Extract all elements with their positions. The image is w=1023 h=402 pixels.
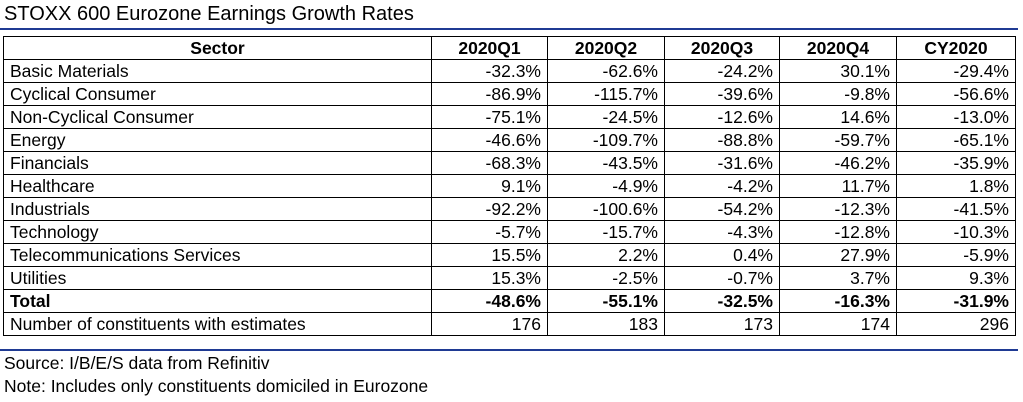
q2-cell: -55.1% [547, 289, 665, 313]
header-2020q1: 2020Q1 [431, 36, 548, 60]
q1-cell: -86.9% [431, 82, 548, 106]
q4-cell: -59.7% [779, 128, 897, 152]
earnings-growth-table: Sector 2020Q1 2020Q2 2020Q3 2020Q4 CY202… [3, 36, 1016, 336]
cy2020-cell: -31.9% [896, 289, 1016, 313]
q4-cell: -9.8% [779, 82, 897, 106]
header-sector: Sector [3, 36, 432, 60]
q2-cell: -62.6% [547, 59, 665, 83]
q1-cell: 176 [431, 312, 548, 336]
header-row: Sector 2020Q1 2020Q2 2020Q3 2020Q4 CY202… [3, 36, 1016, 60]
cy2020-cell: -13.0% [896, 105, 1016, 129]
q2-cell: -24.5% [547, 105, 665, 129]
q4-cell: 14.6% [779, 105, 897, 129]
table-row: Utilities 15.3% -2.5% -0.7% 3.7% 9.3% [3, 266, 1016, 290]
q1-cell: -92.2% [431, 197, 548, 221]
q3-cell: -4.2% [664, 174, 780, 198]
sector-cell: Telecommunications Services [3, 243, 432, 267]
header-2020q3: 2020Q3 [664, 36, 780, 60]
q2-cell: -100.6% [547, 197, 665, 221]
table-row: Energy -46.6% -109.7% -88.8% -59.7% -65.1% [3, 128, 1016, 152]
q1-cell: -48.6% [431, 289, 548, 313]
q3-cell: -0.7% [664, 266, 780, 290]
cy2020-cell: -35.9% [896, 151, 1016, 175]
q4-cell: 11.7% [779, 174, 897, 198]
table-row: Telecommunications Services 15.5% 2.2% 0.4%… [3, 243, 1016, 267]
q2-cell: 2.2% [547, 243, 665, 267]
sector-cell: Cyclical Consumer [3, 82, 432, 106]
sector-cell: Number of constituents with estimates [3, 312, 432, 336]
table-row: Non-Cyclical Consumer -75.1% -24.5% -12.6% 1… [3, 105, 1016, 129]
q1-cell: -75.1% [431, 105, 548, 129]
sector-cell: Healthcare [3, 174, 432, 198]
table-row: Industrials -92.2% -100.6% -54.2% -12.3% -41.… [3, 197, 1016, 221]
q3-cell: -54.2% [664, 197, 780, 221]
table-row: Basic Materials -32.3% -62.6% -24.2% 30.1% -2… [3, 59, 1016, 83]
top-rule [0, 28, 1018, 30]
sector-cell: Financials [3, 151, 432, 175]
total-row: Total -48.6% -55.1% -32.5% -16.3% -31.9% [3, 289, 1016, 313]
q4-cell: -12.8% [779, 220, 897, 244]
sector-cell: Energy [3, 128, 432, 152]
q2-cell: -2.5% [547, 266, 665, 290]
q3-cell: 173 [664, 312, 780, 336]
cy2020-cell: -10.3% [896, 220, 1016, 244]
q3-cell: -4.3% [664, 220, 780, 244]
q4-cell: 3.7% [779, 266, 897, 290]
q4-cell: -46.2% [779, 151, 897, 175]
sector-cell: Total [3, 289, 432, 313]
sector-cell: Technology [3, 220, 432, 244]
q1-cell: -32.3% [431, 59, 548, 83]
q3-cell: -12.6% [664, 105, 780, 129]
q4-cell: -16.3% [779, 289, 897, 313]
table-title: STOXX 600 Eurozone Earnings Growth Rates [4, 3, 414, 25]
q1-cell: -68.3% [431, 151, 548, 175]
cy2020-cell: -5.9% [896, 243, 1016, 267]
cy2020-cell: -41.5% [896, 197, 1016, 221]
cy2020-cell: -56.6% [896, 82, 1016, 106]
header-2020q2: 2020Q2 [547, 36, 665, 60]
q2-cell: -15.7% [547, 220, 665, 244]
cy2020-cell: -65.1% [896, 128, 1016, 152]
q2-cell: -4.9% [547, 174, 665, 198]
q2-cell: -115.7% [547, 82, 665, 106]
q1-cell: 9.1% [431, 174, 548, 198]
q3-cell: -32.5% [664, 289, 780, 313]
q2-cell: 183 [547, 312, 665, 336]
table-body: Basic Materials -32.3% -62.6% -24.2% 30.1% -2… [3, 59, 1016, 336]
table-row: Healthcare 9.1% -4.9% -4.2% 11.7% 1.8% [3, 174, 1016, 198]
header-cy2020: CY2020 [896, 36, 1016, 60]
q3-cell: -24.2% [664, 59, 780, 83]
cy2020-cell: -29.4% [896, 59, 1016, 83]
sector-cell: Utilities [3, 266, 432, 290]
q4-cell: 30.1% [779, 59, 897, 83]
sector-cell: Industrials [3, 197, 432, 221]
q3-cell: -39.6% [664, 82, 780, 106]
sector-cell: Basic Materials [3, 59, 432, 83]
q1-cell: -5.7% [431, 220, 548, 244]
table-row: Technology -5.7% -15.7% -4.3% -12.8% -10.3% [3, 220, 1016, 244]
q3-cell: -88.8% [664, 128, 780, 152]
sector-cell: Non-Cyclical Consumer [3, 105, 432, 129]
table-row: Cyclical Consumer -86.9% -115.7% -39.6% -9.8… [3, 82, 1016, 106]
q4-cell: -12.3% [779, 197, 897, 221]
footnote: Note: Includes only constituents domicil… [4, 376, 429, 396]
header-2020q4: 2020Q4 [779, 36, 897, 60]
q4-cell: 27.9% [779, 243, 897, 267]
q2-cell: -109.7% [547, 128, 665, 152]
cy2020-cell: 1.8% [896, 174, 1016, 198]
q3-cell: -31.6% [664, 151, 780, 175]
q2-cell: -43.5% [547, 151, 665, 175]
q1-cell: -46.6% [431, 128, 548, 152]
constituents-row: Number of constituents with estimates 176… [3, 312, 1016, 336]
q3-cell: 0.4% [664, 243, 780, 267]
cy2020-cell: 9.3% [896, 266, 1016, 290]
bottom-rule [0, 349, 1018, 351]
q4-cell: 174 [779, 312, 897, 336]
q1-cell: 15.5% [431, 243, 548, 267]
table-row: Financials -68.3% -43.5% -31.6% -46.2% -35.9% [3, 151, 1016, 175]
source-note: Source: I/B/E/S data from Refinitiv [4, 353, 270, 373]
cy2020-cell: 296 [896, 312, 1016, 336]
q1-cell: 15.3% [431, 266, 548, 290]
